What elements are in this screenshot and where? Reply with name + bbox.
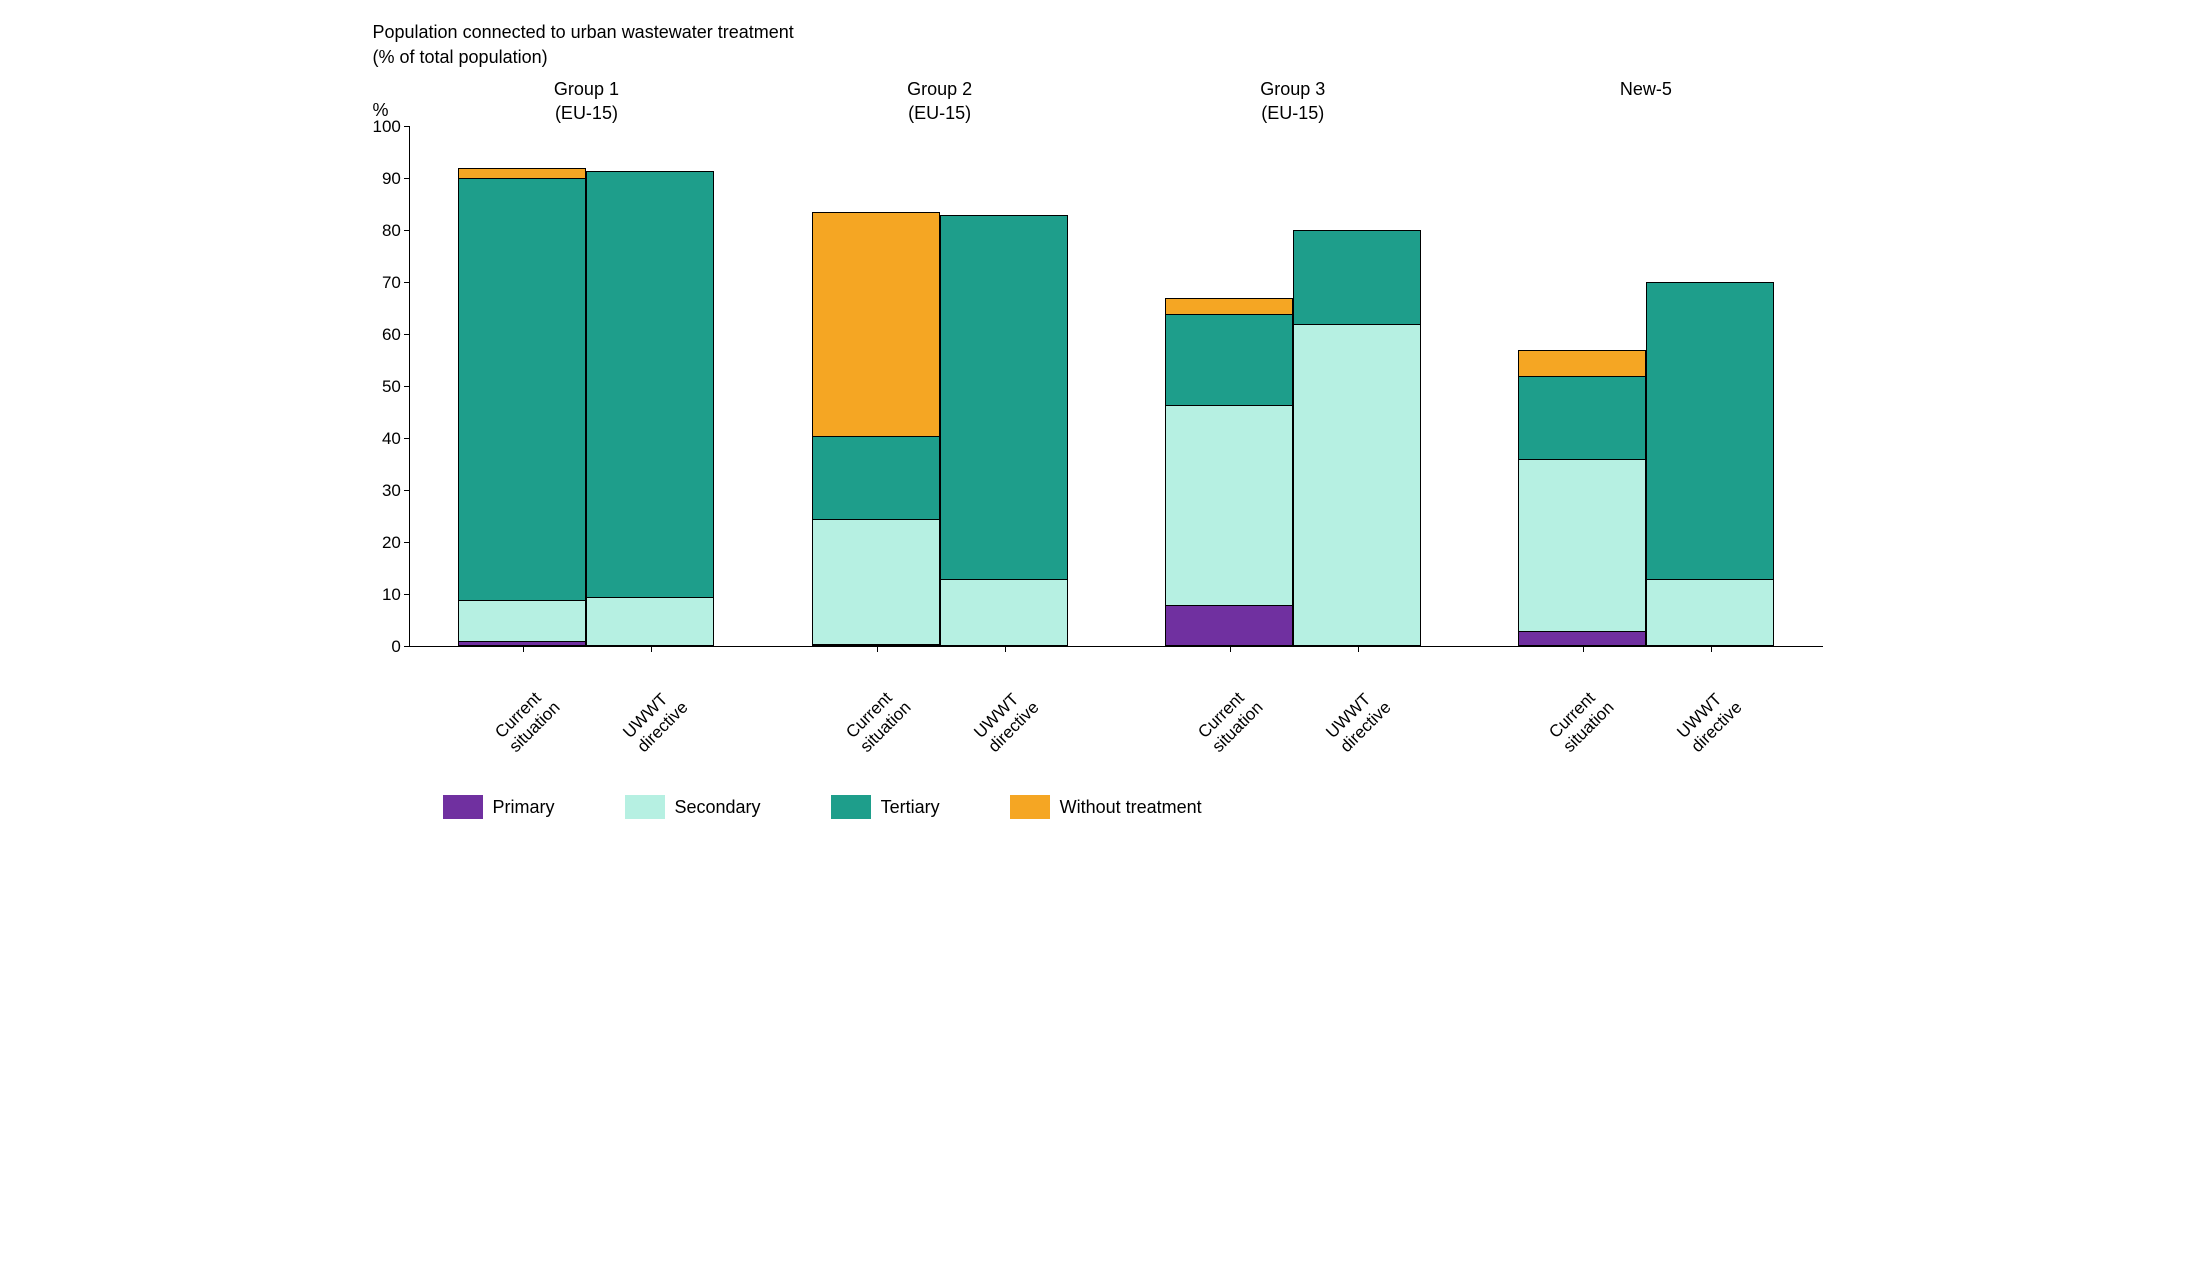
legend-swatch (443, 795, 483, 819)
bar-segment (812, 212, 940, 436)
bar-groups: Group 1 (EU-15)Group 2 (EU-15)Group 3 (E… (410, 126, 1823, 646)
bar-segment (458, 600, 586, 642)
bar-segment (1518, 350, 1646, 376)
bar-segment (1518, 376, 1646, 459)
stacked-bar (586, 171, 714, 647)
chart-title: Population connected to urban wastewater… (373, 20, 1823, 70)
legend-label: Without treatment (1060, 797, 1202, 818)
bar-segment (812, 519, 940, 644)
bar-segment (1165, 405, 1293, 605)
bar-segment (1646, 579, 1774, 647)
group-label: Group 2 (EU-15) (763, 78, 1116, 125)
legend-swatch (831, 795, 871, 819)
x-axis-label: Current situation (1545, 638, 1699, 792)
bar-segment (1293, 324, 1421, 646)
bar-segment (940, 579, 1068, 647)
stacked-bar (1165, 298, 1293, 646)
stacked-bar (940, 215, 1068, 647)
stacked-bar (1293, 230, 1421, 646)
group-label: Group 1 (EU-15) (410, 78, 763, 125)
bar-group: New-5 (1469, 126, 1822, 646)
x-label-group: Current situationUWWT directive (769, 647, 1120, 755)
group-label: New-5 (1469, 78, 1822, 101)
group-label: Group 3 (EU-15) (1116, 78, 1469, 125)
bars-pair (763, 126, 1116, 646)
bar-segment (1646, 282, 1774, 578)
bar-segment (458, 168, 586, 178)
bar-segment (586, 171, 714, 597)
bar-segment (1293, 230, 1421, 324)
bar-segment (1165, 314, 1293, 405)
legend-swatch (625, 795, 665, 819)
legend-label: Tertiary (881, 797, 940, 818)
x-label-group: Current situationUWWT directive (418, 647, 769, 755)
legend-label: Secondary (675, 797, 761, 818)
bar-group: Group 2 (EU-15) (763, 126, 1116, 646)
bar-segment (458, 641, 586, 646)
stacked-bar (458, 168, 586, 646)
x-axis-label: UWWT directive (619, 638, 773, 792)
bar-segment (940, 215, 1068, 579)
bars-pair (1469, 126, 1822, 646)
legend-item: Without treatment (1010, 795, 1202, 819)
title-line1: Population connected to urban wastewater… (373, 22, 794, 42)
bar-segment (812, 644, 940, 647)
bar-segment (1165, 298, 1293, 314)
x-axis-label: UWWT directive (1322, 638, 1476, 792)
stacked-bar (812, 212, 940, 646)
title-line2: (% of total population) (373, 47, 548, 67)
bar-group: Group 3 (EU-15) (1116, 126, 1469, 646)
chart-body: Group 1 (EU-15)Group 2 (EU-15)Group 3 (E… (409, 126, 1823, 647)
plot-area: 1009080706050403020100 Group 1 (EU-15)Gr… (373, 126, 1823, 647)
x-axis-label: Current situation (843, 638, 997, 792)
legend-label: Primary (493, 797, 555, 818)
bar-segment (458, 178, 586, 599)
x-axis-label: UWWT directive (1673, 638, 1827, 792)
x-label-group: Current situationUWWT directive (1471, 647, 1822, 755)
legend: Primary Secondary Tertiary Without treatmen… (443, 795, 1823, 819)
legend-item: Primary (443, 795, 555, 819)
bar-segment (1518, 631, 1646, 647)
x-axis-label: UWWT directive (971, 638, 1125, 792)
bar-group: Group 1 (EU-15) (410, 126, 763, 646)
bar-segment (1518, 459, 1646, 631)
stacked-bar (1646, 282, 1774, 646)
wastewater-chart: Population connected to urban wastewater… (373, 20, 1823, 819)
bar-segment (812, 436, 940, 519)
legend-item: Tertiary (831, 795, 940, 819)
bar-segment (1165, 605, 1293, 647)
x-label-group: Current situationUWWT directive (1120, 647, 1471, 755)
legend-item: Secondary (625, 795, 761, 819)
bars-pair (1116, 126, 1469, 646)
bar-segment (586, 597, 714, 646)
x-axis-label: Current situation (1194, 638, 1348, 792)
legend-swatch (1010, 795, 1050, 819)
x-axis-label: Current situation (491, 638, 645, 792)
bars-pair (410, 126, 763, 646)
stacked-bar (1518, 350, 1646, 646)
x-axis-labels: Current situationUWWT directiveCurrent s… (418, 647, 1823, 755)
